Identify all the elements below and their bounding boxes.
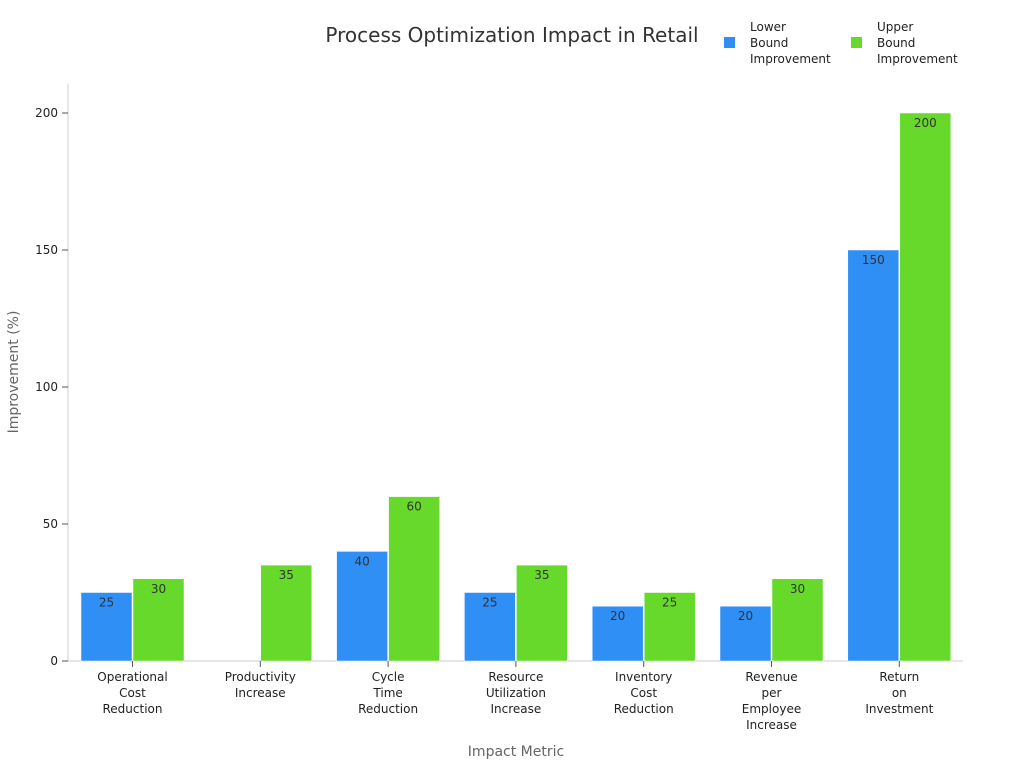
bar-upper-3: [516, 564, 568, 662]
bar-value-label: 150: [862, 253, 885, 267]
bar-value-label: 25: [99, 596, 114, 610]
bar-lower-4: [591, 605, 644, 662]
bar-upper-4: [643, 592, 696, 662]
y-tick-label: 150: [35, 243, 58, 257]
legend-swatch: [724, 37, 735, 48]
bar-upper-1: [260, 564, 313, 662]
bar-upper-6: [899, 112, 952, 662]
y-tick-label: 200: [35, 106, 58, 120]
y-tick-label: 0: [50, 654, 58, 668]
bar-lower-3: [464, 592, 516, 662]
bar-value-label: 25: [482, 596, 497, 610]
bar-value-label: 200: [914, 116, 937, 130]
x-axis-ticks: Operational Cost Reduction Productivity Incr…: [97, 661, 934, 732]
bar-value-label: 25: [662, 596, 677, 610]
x-axis-label: Impact Metric: [468, 744, 564, 760]
bar-lower-6: [847, 249, 900, 662]
x-tick-label: Inventory Cost Reduction: [614, 670, 674, 716]
chart-title: Process Optimization Impact in Retail: [325, 23, 698, 47]
bar-value-label: 20: [738, 609, 753, 623]
legend-label: Upper Bound Improvement: [877, 20, 958, 66]
bar-value-label: 20: [610, 609, 625, 623]
bar-value-label: 35: [534, 568, 549, 582]
bars: 25 30 35 40 60 25 35 20 25 20 30 150 200: [80, 112, 952, 662]
bar-upper-0: [132, 578, 185, 662]
legend-label: Lower Bound Improvement: [750, 20, 831, 66]
bar-lower-2: [336, 551, 388, 662]
x-tick-label: Resource Utilization Increase: [486, 670, 546, 716]
y-tick-label: 50: [43, 517, 58, 531]
legend: Lower Bound Improvement Upper Bound Improveme…: [724, 20, 958, 66]
legend-swatch: [851, 37, 862, 48]
bar-value-label: 60: [406, 500, 421, 514]
x-tick-label: Productivity Increase: [225, 670, 296, 700]
bar-upper-2: [388, 496, 440, 662]
x-tick-label: Return on Investment: [865, 670, 933, 716]
y-axis-ticks: 0 50 100 150 200: [35, 106, 68, 668]
x-tick-label: Revenue per Employee Increase: [742, 670, 801, 732]
bar-lower-5: [719, 605, 772, 662]
bar-value-label: 30: [790, 582, 805, 596]
x-tick-label: Cycle Time Reduction: [358, 670, 418, 716]
bar-value-label: 30: [151, 582, 166, 596]
bar-lower-0: [80, 592, 133, 662]
bar-upper-5: [771, 578, 824, 662]
bar-value-label: 40: [354, 554, 369, 568]
y-axis-label: Improvement (%): [6, 311, 22, 434]
x-tick-label: Operational Cost Reduction: [97, 670, 167, 716]
bar-value-label: 35: [279, 568, 294, 582]
y-tick-label: 100: [35, 380, 58, 394]
